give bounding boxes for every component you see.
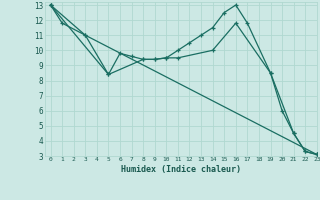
X-axis label: Humidex (Indice chaleur): Humidex (Indice chaleur) <box>121 165 241 174</box>
